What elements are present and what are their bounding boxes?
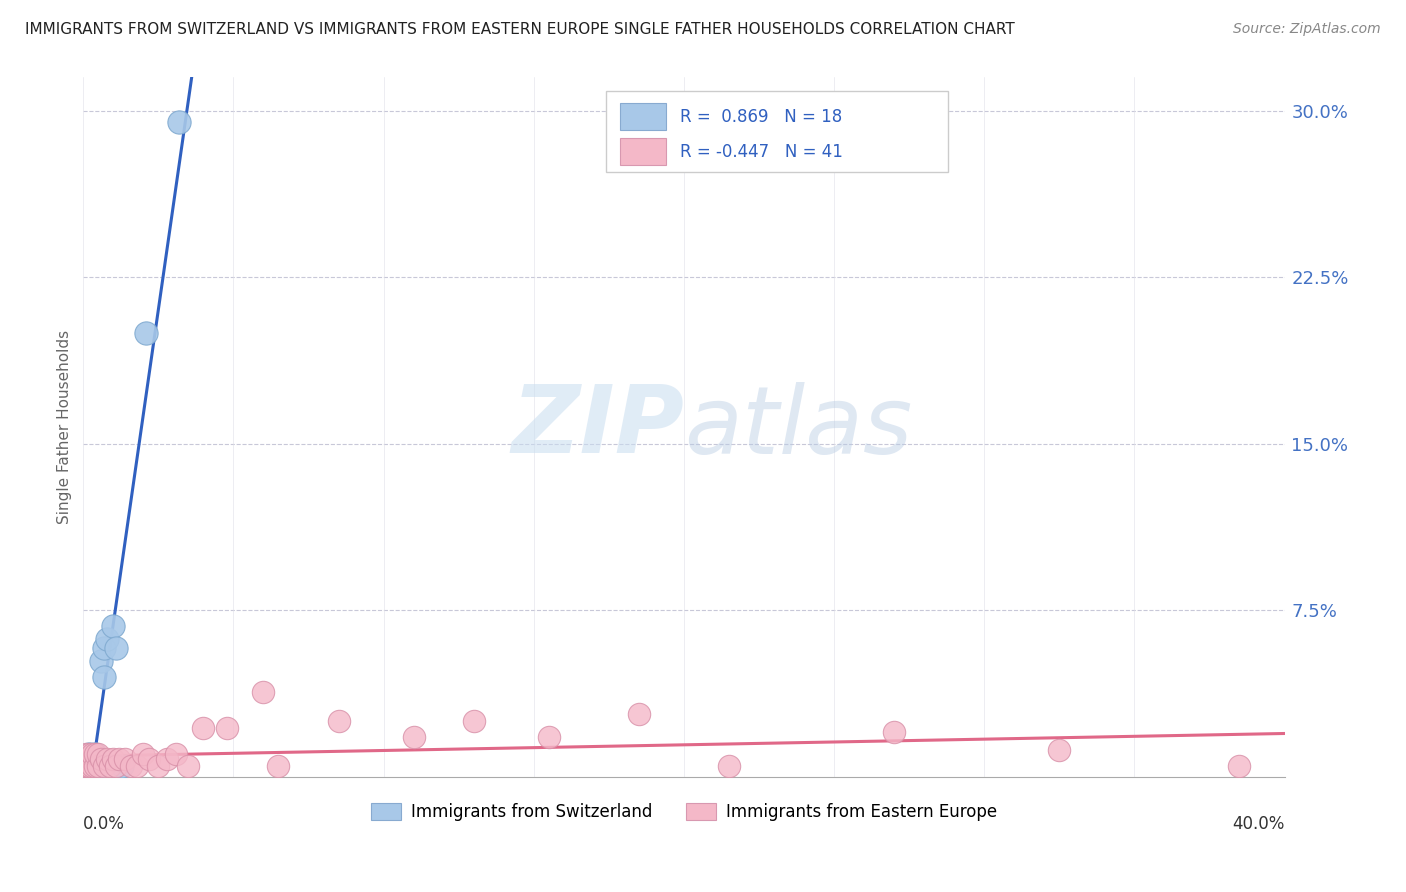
Point	[537, 730, 560, 744]
Point	[627, 707, 650, 722]
Point	[103, 752, 125, 766]
Point	[75, 747, 97, 762]
Text: ZIP: ZIP	[510, 381, 683, 473]
Point	[96, 632, 118, 646]
Point	[402, 730, 425, 744]
Point	[252, 685, 274, 699]
Point	[87, 758, 110, 772]
FancyBboxPatch shape	[606, 91, 948, 172]
Point	[79, 758, 101, 772]
Point	[82, 747, 104, 762]
Point	[114, 752, 136, 766]
Point	[463, 714, 485, 728]
FancyBboxPatch shape	[620, 138, 666, 165]
Point	[84, 747, 107, 762]
Point	[111, 758, 134, 772]
Point	[75, 758, 97, 772]
Point	[90, 654, 112, 668]
Point	[79, 758, 101, 772]
Point	[108, 752, 131, 766]
Point	[87, 758, 110, 772]
Point	[267, 758, 290, 772]
Text: 0.0%: 0.0%	[83, 815, 125, 833]
Point	[883, 725, 905, 739]
Point	[98, 758, 121, 772]
Point	[82, 758, 104, 772]
Point	[93, 758, 115, 772]
Point	[217, 721, 239, 735]
Point	[127, 758, 149, 772]
Point	[82, 758, 104, 772]
Text: 40.0%: 40.0%	[1232, 815, 1285, 833]
Point	[93, 640, 115, 655]
Point	[105, 640, 128, 655]
Point	[87, 758, 110, 772]
Text: IMMIGRANTS FROM SWITZERLAND VS IMMIGRANTS FROM EASTERN EUROPE SINGLE FATHER HOUS: IMMIGRANTS FROM SWITZERLAND VS IMMIGRANT…	[25, 22, 1015, 37]
Point	[1047, 743, 1070, 757]
Point	[103, 618, 125, 632]
Point	[79, 747, 101, 762]
Legend: Immigrants from Switzerland, Immigrants from Eastern Europe: Immigrants from Switzerland, Immigrants …	[364, 797, 1004, 828]
Point	[120, 758, 142, 772]
Text: atlas: atlas	[683, 382, 912, 473]
Point	[84, 747, 107, 762]
Point	[96, 752, 118, 766]
Point	[93, 670, 115, 684]
Point	[79, 758, 101, 772]
Point	[193, 721, 215, 735]
Y-axis label: Single Father Households: Single Father Households	[58, 330, 72, 524]
Point	[135, 326, 157, 340]
Point	[79, 747, 101, 762]
Point	[75, 758, 97, 772]
Point	[105, 758, 128, 772]
Point	[90, 752, 112, 766]
Point	[328, 714, 350, 728]
Point	[82, 752, 104, 766]
Point	[75, 758, 97, 772]
Point	[1229, 758, 1251, 772]
Point	[177, 758, 200, 772]
Text: Source: ZipAtlas.com: Source: ZipAtlas.com	[1233, 22, 1381, 37]
Text: R =  0.869   N = 18: R = 0.869 N = 18	[681, 108, 842, 126]
Text: R = -0.447   N = 41: R = -0.447 N = 41	[681, 143, 844, 161]
Point	[169, 115, 191, 129]
Point	[138, 752, 160, 766]
FancyBboxPatch shape	[620, 103, 666, 130]
Point	[84, 758, 107, 772]
Point	[87, 747, 110, 762]
Point	[156, 752, 179, 766]
Point	[148, 758, 170, 772]
Point	[84, 758, 107, 772]
Point	[717, 758, 740, 772]
Point	[165, 747, 187, 762]
Point	[132, 747, 155, 762]
